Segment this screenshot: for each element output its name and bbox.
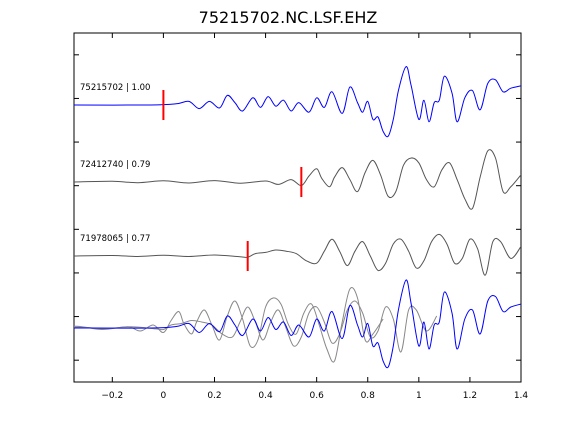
trace-label: 72412740 | 0.79 [80, 160, 150, 170]
x-tick-label: 1.4 [514, 391, 529, 401]
waveform-trace [74, 233, 521, 276]
overlay-trace [74, 279, 521, 369]
x-tick-label: 0 [161, 391, 167, 401]
trace-label: 75215702 | 1.00 [80, 83, 150, 93]
plot-frame [73, 32, 522, 383]
chart-title: 75215702.NC.LSF.EHZ [199, 8, 378, 27]
trace-label: 71978065 | 0.77 [80, 234, 150, 244]
x-tick-label: 1.2 [463, 391, 477, 401]
overlay-trace [74, 300, 438, 353]
waveform-trace [74, 66, 521, 138]
trace-group: 75215702 | 1.00 72412740 | 0.79 71978065 |… [74, 66, 521, 369]
x-tick-label: 0.8 [361, 391, 376, 401]
x-tick-label: −0.2 [101, 391, 123, 401]
x-axis: −0.2 0 0.2 0.4 0.6 0.8 1 1.2 1.4 [101, 33, 528, 401]
x-tick-label: 0.2 [207, 391, 221, 401]
x-tick-label: 0.4 [258, 391, 273, 401]
waveform-trace [74, 149, 521, 210]
x-tick-label: 1 [416, 391, 422, 401]
y-axis-ticks [74, 54, 521, 361]
x-tick-label: 0.6 [309, 391, 324, 401]
